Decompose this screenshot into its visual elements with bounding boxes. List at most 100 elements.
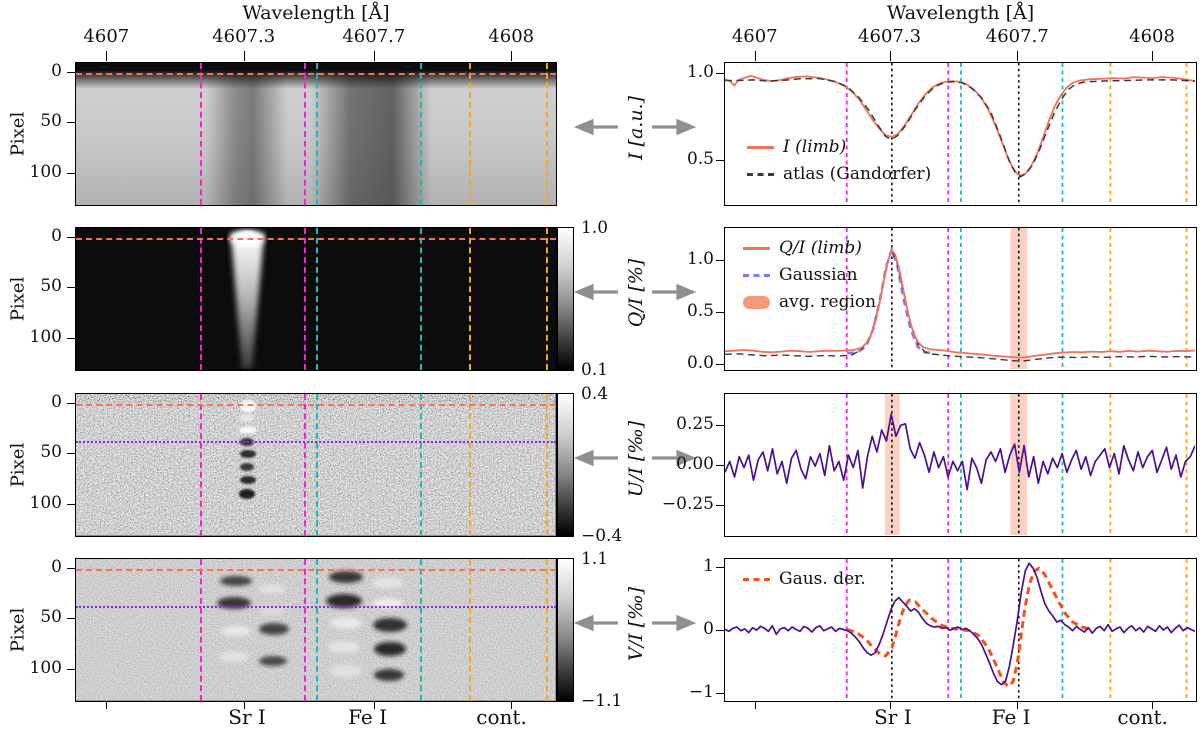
- guide-line-teal: [419, 63, 422, 205]
- legend-patch-swatch: [743, 295, 770, 309]
- intensity-spectrogram: [75, 62, 557, 206]
- guide-line-orange: [468, 228, 471, 370]
- q-colorbar-min: 0.1: [581, 360, 609, 380]
- legend-item: Gaus. der.: [743, 569, 866, 589]
- right-arrow-icon: [652, 614, 697, 632]
- legend-line-swatch: [743, 577, 770, 581]
- wavelength-tick-label: 4607.7: [985, 26, 1049, 47]
- pixel-tick-label: 0: [51, 226, 62, 247]
- pixel-tick-mark: [67, 668, 75, 670]
- wavelength-tick-mark: [511, 51, 513, 61]
- guide-line-orange: [546, 228, 549, 370]
- slit-position-line: [76, 72, 556, 75]
- legend-item: I (limb): [747, 137, 846, 157]
- legend-item: Gaussian: [743, 265, 858, 285]
- pixel-tick-mark: [67, 503, 75, 505]
- stokes-Q-spectrogram: [75, 227, 557, 371]
- wavelength-tick-mark-bottom: [1017, 702, 1019, 709]
- ytick-label: −1: [688, 681, 714, 702]
- pixel-tick-mark: [67, 618, 75, 620]
- wavelength-axis-title: Wavelength [Å]: [886, 2, 1035, 24]
- legend-label: Gaus. der.: [779, 569, 866, 589]
- wavelength-tick-label: 4608: [488, 26, 535, 47]
- ytick-mark: [716, 311, 724, 313]
- I-plot: [725, 63, 1195, 204]
- u-colorbar: [557, 393, 574, 537]
- left-arrow-icon: [573, 118, 618, 136]
- guide-line-magenta: [200, 559, 203, 701]
- pixel-tick-mark: [67, 72, 75, 74]
- guide-line-teal: [316, 394, 319, 536]
- wavelength-tick-label: 4607: [731, 26, 778, 47]
- wavelength-tick-mark-bottom: [106, 702, 108, 709]
- pixel-tick-label: 50: [40, 607, 62, 628]
- ytick-label: −0.25: [661, 494, 714, 514]
- line-id-label: Sr I: [228, 705, 266, 729]
- legend-label: I (limb): [783, 137, 847, 157]
- wavelength-axis-title: Wavelength [Å]: [242, 2, 390, 24]
- legend-item: avg. region: [743, 292, 876, 312]
- curve-Q-I-atlas: [725, 250, 1195, 362]
- pixel-tick-label: 100: [29, 326, 62, 347]
- ytick-mark: [716, 630, 724, 631]
- curve-Q-I-limb: [725, 249, 1195, 359]
- wavelength-tick-label: 4607: [83, 26, 130, 47]
- ytick-mark: [716, 465, 724, 466]
- ytick-mark: [716, 567, 724, 569]
- ytick-mark: [716, 72, 724, 74]
- ytick-mark: [716, 505, 724, 506]
- selected-row-line: [76, 606, 556, 609]
- wavelength-tick-mark: [754, 51, 756, 61]
- pixel-tick-mark: [67, 122, 75, 124]
- pixel-tick-mark: [67, 172, 75, 174]
- line-id-label: cont.: [1117, 705, 1168, 729]
- u-colorbar-min: −0.4: [581, 526, 623, 546]
- u-colorbar-max: 0.4: [581, 384, 609, 404]
- q-colorbar-max: 1.0: [581, 218, 609, 238]
- legend-label: Gaussian: [779, 265, 858, 285]
- slit-position-line: [76, 403, 556, 406]
- stokes-V-profile-panel: Gaus. der.: [724, 558, 1197, 702]
- q-colorbar: [557, 227, 574, 371]
- wavelength-tick-mark: [1152, 51, 1154, 61]
- wavelength-tick-mark-bottom: [1152, 702, 1154, 709]
- right-arrow-icon: [652, 283, 697, 301]
- Q/I-plot: [725, 228, 1195, 369]
- legend-label: atlas (Gandorfer): [783, 164, 932, 184]
- u-noise-graphic: [76, 394, 555, 535]
- ytick-mark: [716, 425, 724, 426]
- curve-Gaus-der: [846, 566, 1092, 688]
- pixel-tick-mark: [67, 337, 75, 339]
- ytick-label: 0: [703, 619, 714, 639]
- pixel-tick-mark: [67, 237, 75, 239]
- wavelength-tick-mark-bottom: [373, 702, 375, 709]
- wavelength-tick-mark-bottom: [243, 702, 245, 709]
- curve-U-I-limb: [725, 413, 1195, 491]
- wavelength-tick-mark-bottom: [889, 702, 891, 709]
- left-arrow-icon: [573, 283, 618, 301]
- wavelength-tick-label: 4608: [1129, 26, 1175, 47]
- guide-line-magenta: [200, 228, 203, 370]
- line-id-label: Fe I: [348, 705, 388, 729]
- wavelength-tick-mark: [373, 51, 375, 61]
- selected-row-line: [76, 441, 556, 444]
- v-colorbar: [557, 558, 574, 702]
- legend-item: Q/I (limb): [743, 238, 862, 258]
- ylabel-VI: V/I [‰]: [625, 587, 647, 661]
- ytick-mark: [716, 260, 724, 262]
- guide-line-teal: [316, 559, 319, 701]
- guide-line-magenta: [200, 394, 203, 536]
- right-arrow-icon: [652, 118, 697, 136]
- legend-line-swatch: [747, 145, 774, 149]
- pixel-tick-label: 0: [51, 392, 62, 413]
- pixel-tick-label: 0: [51, 557, 62, 578]
- guide-line-orange: [468, 394, 471, 536]
- wavelength-tick-label: 4607.7: [342, 26, 406, 47]
- v-blobs-graphic: [76, 559, 555, 700]
- ytick-mark: [716, 363, 724, 365]
- guide-line-magenta: [303, 63, 306, 205]
- guide-line-orange: [546, 63, 549, 205]
- pixel-tick-label: 100: [29, 161, 62, 182]
- ytick-label: 1.0: [686, 61, 714, 82]
- wavelength-tick-mark: [1017, 51, 1019, 61]
